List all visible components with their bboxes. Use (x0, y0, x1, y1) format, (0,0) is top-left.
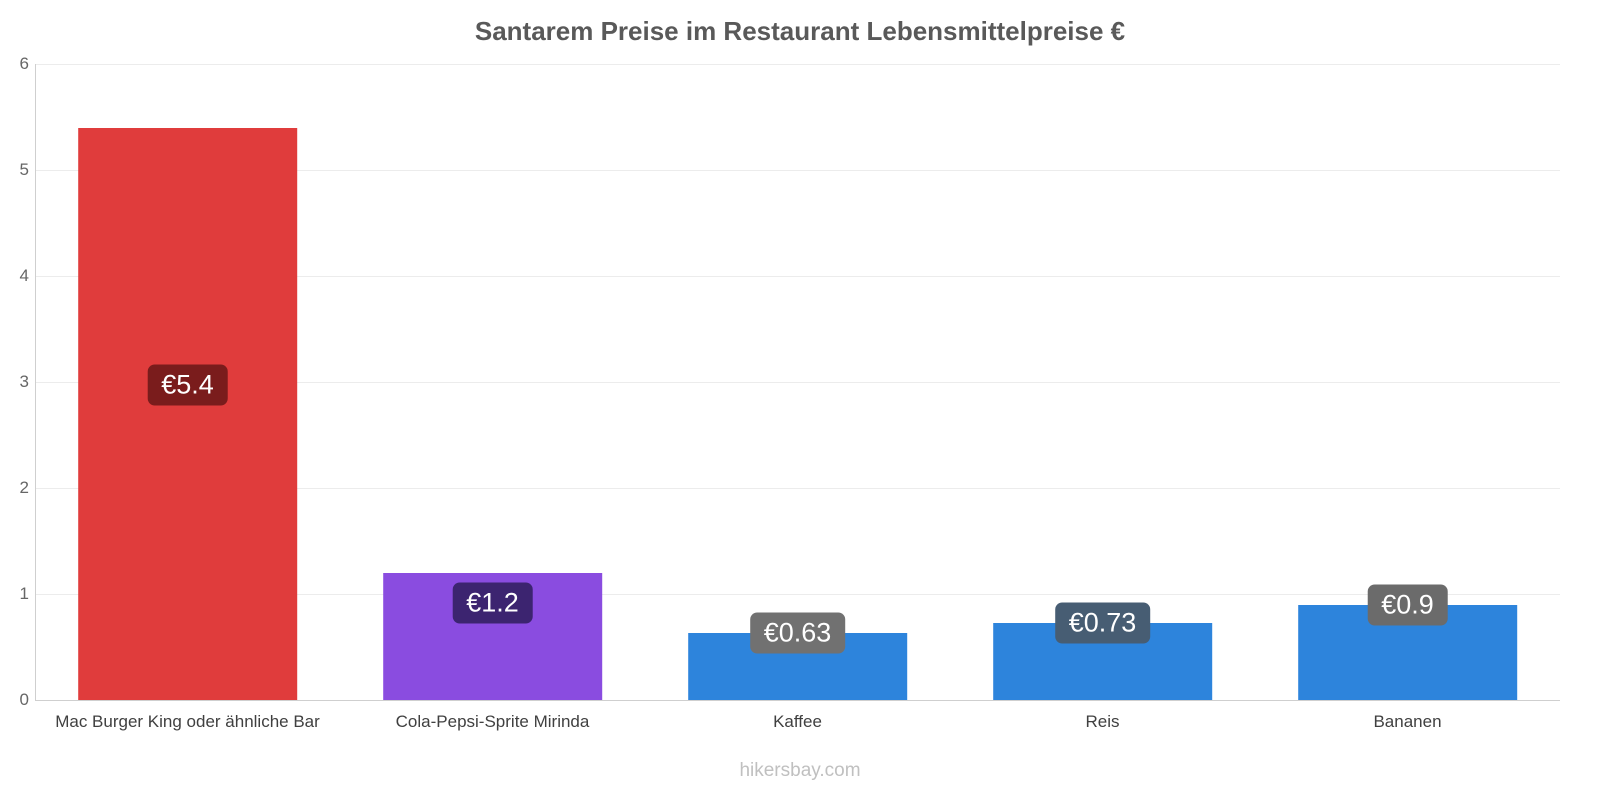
x-axis-label: Kaffee (773, 712, 822, 731)
bar-slot: €0.9 Bananen (1255, 64, 1560, 731)
x-axis-label: Reis (1085, 712, 1120, 731)
x-axis-label: Mac Burger King oder ähnliche Bar (55, 712, 320, 731)
y-axis-tick-label: 2 (19, 478, 29, 497)
chart-title: Santarem Preise im Restaurant Lebensmitt… (474, 16, 1126, 46)
watermark: hikersbay.com (739, 760, 861, 781)
x-axis-line (35, 700, 1560, 701)
value-label: €0.73 (1054, 602, 1151, 644)
bar (77, 127, 298, 700)
value-label: €0.9 (1367, 584, 1448, 626)
y-axis-tick-label: 3 (19, 372, 29, 391)
gridline (35, 594, 1560, 595)
y-axis-tick-label: 6 (19, 54, 29, 73)
gridline (35, 276, 1560, 277)
plot-area: 0 1 2 3 4 5 6 €5.4 Mac Burger King oder ähnliche… (20, 54, 1560, 731)
y-axis-tick-label: 5 (19, 160, 29, 179)
value-label: €0.63 (749, 612, 846, 654)
value-label: €5.4 (147, 364, 228, 406)
gridline (35, 382, 1560, 383)
bar-slot: €5.4 Mac Burger King oder ähnliche Bar (35, 64, 340, 731)
y-axis-tick-label: 1 (19, 584, 29, 603)
bar-slot: €0.73 Reis (950, 64, 1255, 731)
y-axis-tick-label: 0 (19, 690, 29, 709)
y-axis-line (35, 64, 36, 700)
x-axis-label: Bananen (1373, 712, 1442, 731)
value-label: €1.2 (452, 582, 533, 624)
y-axis-tick-label: 4 (19, 266, 29, 285)
gridline (35, 64, 1560, 65)
bar-slot: €1.2 Cola-Pepsi-Sprite Mirinda (340, 64, 645, 731)
x-axis-label: Cola-Pepsi-Sprite Mirinda (395, 712, 590, 731)
gridline (35, 170, 1560, 171)
bar-slot: €0.63 Kaffee (645, 64, 950, 731)
gridline (35, 488, 1560, 489)
